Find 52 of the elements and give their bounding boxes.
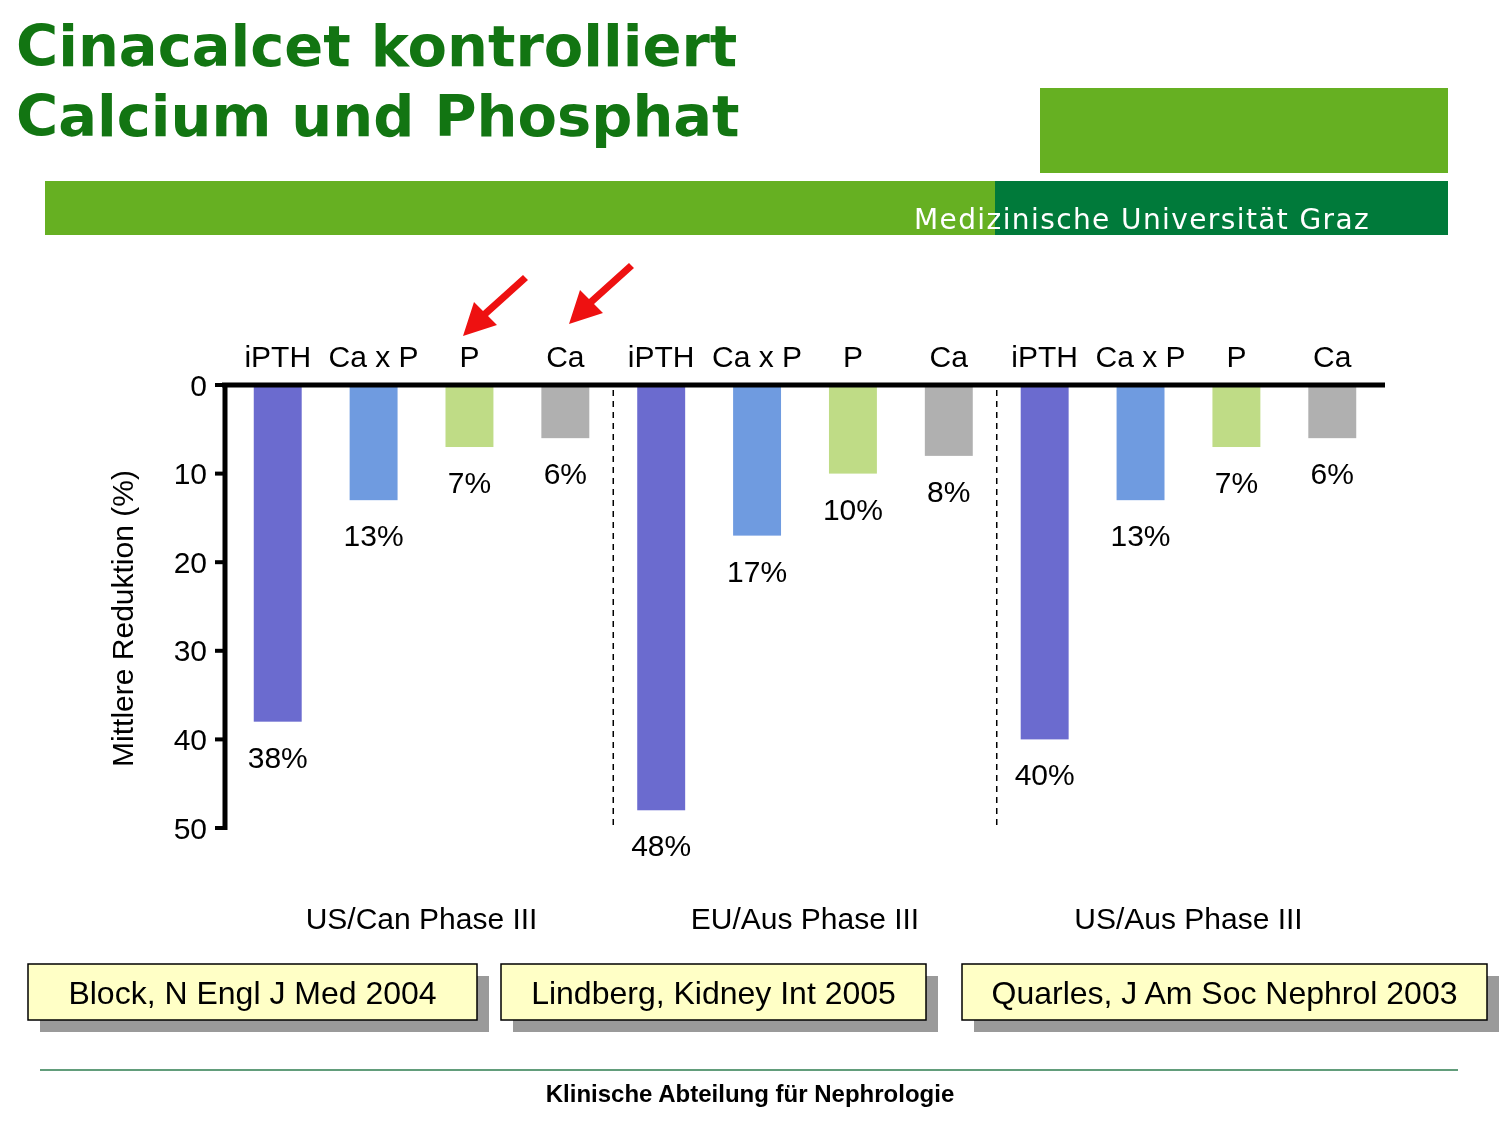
text: EU/Aus Phase III xyxy=(690,902,920,935)
y-tick-label: 0 xyxy=(190,368,207,402)
y-tick-label: 40 xyxy=(173,722,207,756)
bar xyxy=(253,385,302,722)
x-tick-label: P xyxy=(459,340,480,373)
bar xyxy=(445,385,494,448)
data-label: 6% xyxy=(543,457,588,491)
data-label: 10% xyxy=(822,492,883,526)
data-label: 48% xyxy=(631,829,692,863)
x-tick-label: Ca xyxy=(1313,340,1352,373)
x-tick-label: Ca x P xyxy=(712,340,803,373)
y-tick-label: 10 xyxy=(173,457,207,491)
data-label: 7% xyxy=(1214,466,1259,500)
bar xyxy=(733,385,782,536)
text: US/Can Phase III xyxy=(305,902,538,935)
data-label: 13% xyxy=(1110,519,1171,553)
bar xyxy=(1116,385,1165,501)
bar xyxy=(541,385,590,439)
text: Medizinische Universität Graz xyxy=(914,203,1371,236)
text: Block, N Engl J Med 2004 xyxy=(68,975,437,1011)
y-tick-label: 50 xyxy=(173,811,207,845)
chart-title: Cinacalcet kontrolliert Calcium und Phosphat xyxy=(16,13,740,150)
data-label: 40% xyxy=(1014,758,1075,792)
x-tick-label: iPTH xyxy=(244,340,312,373)
data-label: 8% xyxy=(927,474,971,508)
x-tick-label: Ca x P xyxy=(328,340,419,373)
bar xyxy=(349,385,398,501)
data-label: 38% xyxy=(247,740,308,774)
x-tick-label: P xyxy=(1226,340,1247,373)
data-label: 6% xyxy=(1310,457,1354,491)
x-tick-label: iPTH xyxy=(1011,340,1079,373)
text: Klinische Abteilung für Nephrologie xyxy=(545,1080,955,1107)
x-tick-label: Ca xyxy=(546,340,585,373)
data-label: 13% xyxy=(343,519,404,553)
bar xyxy=(1020,385,1069,740)
x-tick-label: P xyxy=(842,340,863,373)
text: Quarles, J Am Soc Nephrol 2003 xyxy=(991,975,1458,1011)
bar xyxy=(924,385,973,456)
x-tick-label: Ca x P xyxy=(1095,340,1186,373)
x-tick-label: iPTH xyxy=(627,340,695,373)
data-label: 17% xyxy=(727,554,788,588)
bar xyxy=(1308,385,1357,439)
text: Lindberg, Kidney Int 2005 xyxy=(531,975,896,1011)
bar xyxy=(828,385,877,474)
bar xyxy=(637,385,686,811)
x-tick-label: Ca xyxy=(929,340,969,373)
y-tick-label: 20 xyxy=(173,545,207,579)
text: US/Aus Phase III xyxy=(1074,902,1303,935)
bar xyxy=(1212,385,1261,448)
data-label: 7% xyxy=(447,466,492,500)
y-axis-title: Mittlere Reduktion (%) xyxy=(106,470,139,767)
y-tick-label: 30 xyxy=(173,634,207,668)
